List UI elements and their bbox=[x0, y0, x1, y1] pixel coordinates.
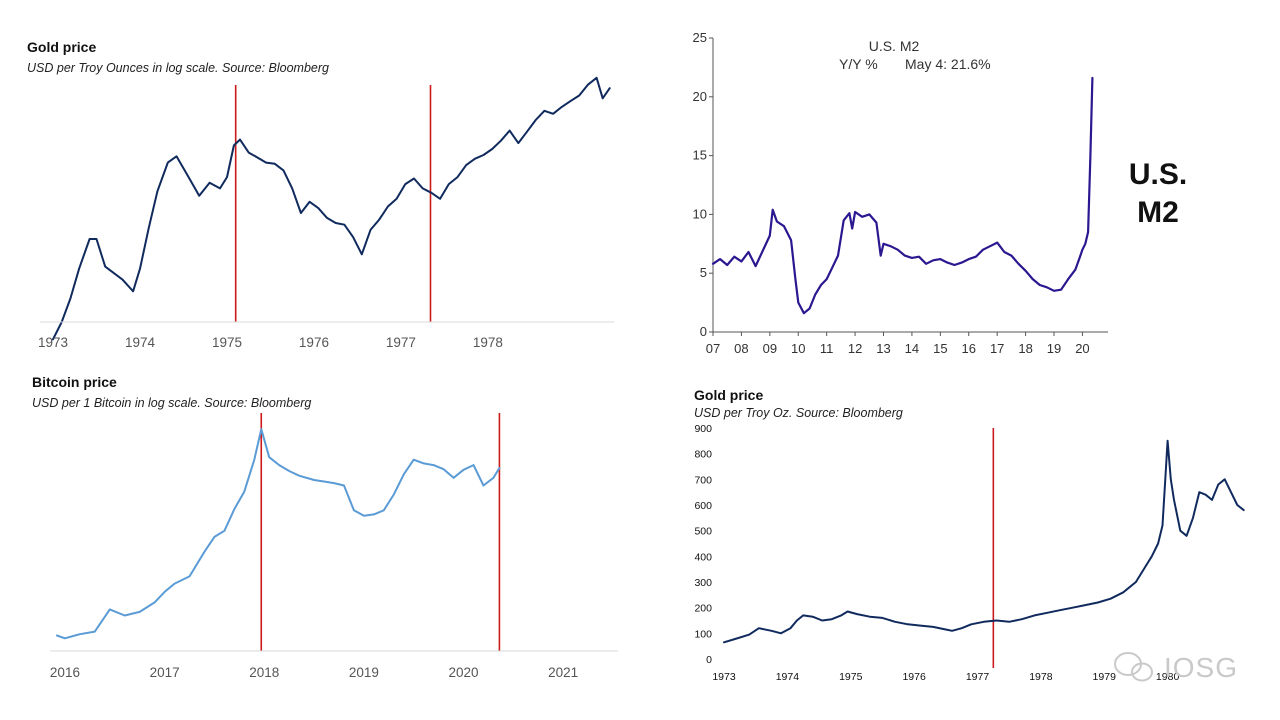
x-tick-label: 1980 bbox=[1156, 671, 1180, 683]
y-tick-label: 900 bbox=[694, 423, 712, 435]
wechat-icon bbox=[1114, 652, 1153, 682]
y-tick-label: 500 bbox=[694, 526, 712, 538]
series-line bbox=[711, 76, 1094, 315]
bitcoin-subtitle: USD per 1 Bitcoin in log scale. Source: … bbox=[32, 396, 311, 410]
x-tick-label: 1976 bbox=[299, 335, 329, 350]
x-tick-label: 1977 bbox=[966, 671, 990, 683]
y-tick-label: 200 bbox=[694, 603, 712, 615]
iosg-brand: IOSG bbox=[1164, 652, 1238, 683]
x-tick-label: 1974 bbox=[776, 671, 800, 683]
m2-side-label-line1: U.S. bbox=[1129, 158, 1187, 191]
x-tick-label: 1979 bbox=[1093, 671, 1117, 683]
y-tick-label: 700 bbox=[694, 474, 712, 486]
x-tick-label: 18 bbox=[1018, 341, 1032, 356]
x-tick-label: 11 bbox=[820, 341, 834, 356]
x-tick-label: 15 bbox=[933, 341, 947, 356]
x-tick-label: 1975 bbox=[839, 671, 863, 683]
gold-linear-title: Gold price bbox=[694, 387, 763, 403]
y-tick-label: 300 bbox=[694, 577, 712, 589]
x-tick-label: 2018 bbox=[249, 665, 279, 680]
y-tick-label: 600 bbox=[694, 500, 712, 512]
m2-side-label-line2: M2 bbox=[1137, 196, 1179, 229]
m2-subtitle-left: Y/Y % bbox=[839, 56, 878, 72]
y-tick-label: 100 bbox=[694, 628, 712, 640]
x-tick-label: 16 bbox=[962, 341, 976, 356]
x-tick-label: 09 bbox=[763, 341, 777, 356]
y-tick-label: 25 bbox=[693, 30, 707, 45]
gold-linear-subtitle: USD per Troy Oz. Source: Bloomberg bbox=[694, 406, 903, 420]
x-tick-label: 1975 bbox=[212, 335, 242, 350]
x-tick-label: 20 bbox=[1075, 341, 1089, 356]
y-tick-label: 15 bbox=[693, 148, 707, 163]
gold-log-title: Gold price bbox=[27, 39, 96, 55]
bitcoin-title: Bitcoin price bbox=[32, 374, 117, 390]
x-tick-label: 19 bbox=[1047, 341, 1061, 356]
iosg-watermark: IOSG bbox=[1114, 652, 1238, 683]
m2-subtitle-right: May 4: 21.6% bbox=[905, 56, 991, 72]
bitcoin-log-chart: Bitcoin price USD per 1 Bitcoin in log s… bbox=[32, 374, 618, 680]
y-tick-label: 20 bbox=[693, 89, 707, 104]
y-tick-label: 10 bbox=[693, 206, 707, 221]
x-tick-label: 08 bbox=[734, 341, 748, 356]
x-tick-label: 17 bbox=[990, 341, 1004, 356]
series-line bbox=[56, 428, 501, 640]
x-tick-label: 1977 bbox=[386, 335, 416, 350]
x-tick-label: 14 bbox=[905, 341, 919, 356]
x-tick-label: 1976 bbox=[902, 671, 926, 683]
x-tick-label: 2021 bbox=[548, 665, 578, 680]
x-tick-label: 2019 bbox=[349, 665, 379, 680]
x-tick-label: 13 bbox=[876, 341, 890, 356]
x-tick-label: 1973 bbox=[712, 671, 736, 683]
x-tick-label: 2016 bbox=[50, 665, 80, 680]
x-tick-label: 1973 bbox=[38, 335, 68, 350]
series-line bbox=[723, 439, 1245, 644]
x-tick-label: 1978 bbox=[1029, 671, 1053, 683]
x-tick-label: 1974 bbox=[125, 335, 156, 350]
y-tick-label: 0 bbox=[700, 324, 707, 339]
m2-chart: U.S. M2 Y/Y % May 4: 21.6% U.S. M2 07 08 0… bbox=[693, 30, 1188, 356]
x-tick-label: 2020 bbox=[449, 665, 479, 680]
gold-log-chart: Gold price USD per Troy Ounces in log sc… bbox=[27, 39, 614, 350]
series-line bbox=[52, 76, 611, 341]
x-tick-label: 12 bbox=[848, 341, 862, 356]
y-tick-label: 800 bbox=[694, 449, 712, 461]
y-tick-label: 400 bbox=[694, 551, 712, 563]
x-tick-label: 07 bbox=[706, 341, 720, 356]
x-tick-label: 10 bbox=[791, 341, 805, 356]
gold-linear-chart: Gold price USD per Troy Oz. Source: Bloo… bbox=[694, 387, 1245, 683]
gold-log-subtitle: USD per Troy Ounces in log scale. Source… bbox=[27, 61, 329, 75]
y-tick-label: 5 bbox=[700, 265, 707, 280]
x-tick-label: 1978 bbox=[473, 335, 503, 350]
y-tick-label: 0 bbox=[706, 654, 712, 666]
x-tick-label: 2017 bbox=[150, 665, 180, 680]
m2-title: U.S. M2 bbox=[869, 38, 920, 54]
